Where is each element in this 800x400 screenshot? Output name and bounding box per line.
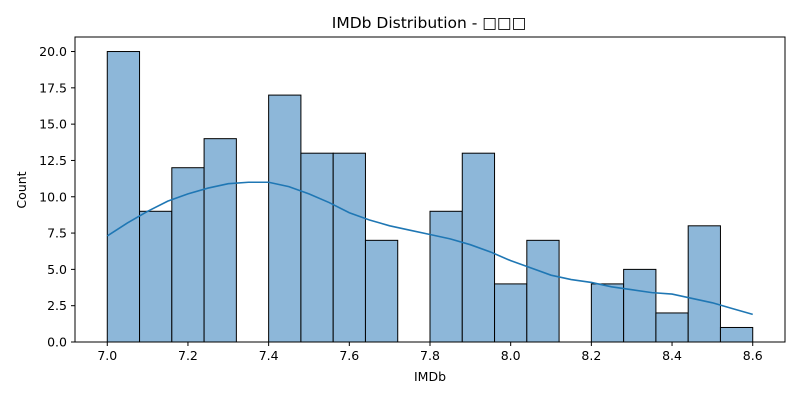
y-tick-label-0: 0.0 — [47, 335, 67, 350]
y-tick-label-5: 12.5 — [39, 153, 67, 168]
histogram-bar-8 — [364, 239, 399, 343]
y-ticks: 0.0 2.5 5.0 7.5 10.0 12.5 15.0 17.5 20.0 — [39, 44, 75, 350]
y-tick-label-1: 2.5 — [47, 298, 67, 313]
x-tick-label-2: 7.4 — [259, 348, 279, 363]
histogram-bar-17 — [655, 312, 689, 343]
kde-curve — [106, 181, 753, 316]
chart-title: IMDb Distribution - □□□ — [332, 14, 526, 32]
y-tick-label-8: 20.0 — [39, 44, 67, 59]
histogram-bar-15 — [590, 283, 625, 343]
y-tick-label-3: 7.5 — [47, 226, 67, 241]
histogram-bar-18 — [687, 225, 721, 343]
x-ticks: 7.0 7.2 7.4 7.6 7.8 8.0 8.2 8.4 8.6 — [97, 342, 763, 363]
histogram-bar-5 — [268, 94, 302, 343]
y-tick-label-4: 10.0 — [39, 189, 67, 204]
y-tick-label-6: 15.0 — [39, 117, 67, 132]
histogram-bar-2 — [171, 167, 205, 343]
bars-layer — [106, 51, 754, 343]
x-tick-label-4: 7.8 — [420, 348, 440, 363]
x-tick-label-7: 8.4 — [662, 348, 682, 363]
histogram-bar-0 — [106, 51, 141, 343]
y-axis-label: Count — [14, 171, 29, 208]
x-tick-label-3: 7.6 — [339, 348, 359, 363]
histogram-bar-12 — [494, 283, 528, 343]
histogram-bar-16 — [623, 268, 657, 343]
x-tick-label-0: 7.0 — [97, 348, 117, 363]
y-tick-label-7: 17.5 — [39, 80, 67, 95]
x-axis-label: IMDb — [414, 369, 446, 384]
histogram-bar-10 — [429, 210, 463, 343]
histogram-bar-6 — [300, 152, 334, 343]
histogram-bar-1 — [139, 210, 173, 343]
histogram-bar-3 — [203, 138, 237, 343]
x-tick-label-1: 7.2 — [178, 348, 198, 363]
x-tick-label-6: 8.2 — [581, 348, 601, 363]
y-tick-label-2: 5.0 — [47, 262, 67, 277]
x-tick-label-8: 8.6 — [743, 348, 763, 363]
histogram-bar-13 — [526, 239, 560, 343]
x-tick-label-5: 8.0 — [501, 348, 521, 363]
histogram-bar-7 — [332, 152, 366, 343]
histogram-bar-19 — [719, 326, 754, 343]
